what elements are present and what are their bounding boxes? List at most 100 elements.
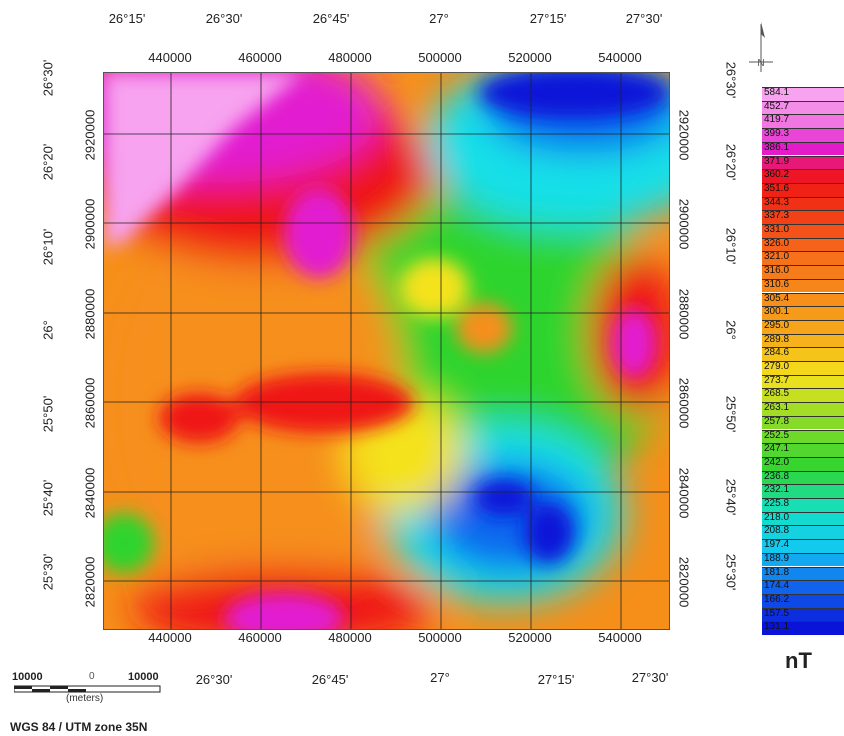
left-northing-label: 2820000 (82, 556, 98, 608)
legend-swatch (762, 265, 844, 279)
legend-swatch (762, 361, 844, 375)
right-latitude-label: 25°50' (723, 395, 739, 433)
top-longitude-label: 26°45' (312, 11, 350, 26)
right-northing-label: 2860000 (676, 377, 692, 429)
legend-value-label: 263.1 (764, 402, 790, 414)
scale-right-label: 10000 (128, 671, 159, 683)
bottom-easting-label: 540000 (598, 630, 642, 645)
legend-swatch (762, 456, 844, 471)
legend-swatch (762, 100, 844, 115)
left-northing-label: 2880000 (82, 288, 98, 340)
legend-swatch (762, 182, 844, 197)
legend-value-label: 232.1 (764, 484, 790, 496)
bottom-longitude-label: 26°45' (311, 672, 349, 687)
legend-swatch (762, 292, 844, 307)
detail-layer (104, 73, 669, 629)
legend-swatch (762, 374, 844, 389)
legend-swatch (762, 224, 844, 238)
right-latitude-label: 25°40' (723, 478, 739, 516)
legend-value-label: 344.3 (764, 196, 790, 208)
legend-value-label: 386.1 (764, 141, 790, 153)
left-latitude-label: 25°50' (40, 395, 56, 433)
north-arrow-icon: N (749, 22, 773, 72)
legend-value-label: 360.2 (764, 169, 790, 181)
right-latitude-label: 26° (723, 320, 739, 340)
right-northing-label: 2900000 (676, 198, 692, 250)
right-northing-label: 2840000 (676, 467, 692, 519)
map-grid (104, 73, 669, 629)
legend-swatch (762, 566, 844, 581)
legend-swatch (762, 429, 844, 444)
legend-value-label: 166.2 (764, 593, 790, 605)
legend-value-label: 273.7 (764, 374, 790, 386)
legend-swatch (762, 128, 844, 142)
legend-swatch (762, 333, 844, 348)
scale-left-label: 10000 (12, 671, 43, 683)
legend-value-label: 174.4 (764, 580, 790, 592)
legend-swatch (762, 525, 844, 540)
legend-swatch (762, 319, 844, 334)
left-northing-label: 2900000 (82, 198, 98, 250)
legend-value-label: 236.8 (764, 470, 790, 482)
legend-unit: nT (785, 648, 812, 673)
left-northing-label: 2920000 (82, 109, 98, 161)
legend-swatch (762, 484, 844, 498)
legend-swatch (762, 402, 844, 416)
legend-value-label: 584.1 (764, 87, 790, 98)
scale-zero-label: 0 (89, 671, 95, 682)
legend-swatch (762, 237, 844, 252)
legend-value-label: 321.0 (764, 251, 790, 263)
top-easting-label: 540000 (598, 50, 642, 65)
bottom-easting-label: 520000 (508, 630, 552, 645)
legend-swatch (762, 251, 844, 266)
right-northing-label: 2820000 (676, 556, 692, 608)
legend-value-label: 326.0 (764, 237, 790, 249)
left-latitude-label: 25°40' (40, 479, 56, 517)
legend-value-label: 247.1 (764, 443, 790, 455)
legend-swatch (762, 196, 844, 211)
legend-value-label: 331.0 (764, 224, 790, 235)
legend-value-label: 300.1 (764, 306, 790, 318)
bottom-longitude-label: 27°15' (537, 672, 575, 687)
bottom-easting-label: 440000 (148, 630, 192, 645)
legend-swatch (762, 278, 844, 293)
right-northing-label: 2880000 (676, 288, 692, 340)
bottom-longitude-label: 27°30' (631, 670, 669, 685)
legend-swatch (762, 607, 844, 622)
field-layer (104, 73, 669, 629)
legend-value-label: 257.8 (764, 415, 790, 427)
legend-value-label: 218.0 (764, 511, 790, 523)
legend-value-label: 316.0 (764, 265, 790, 277)
scale-bar-graphic (14, 685, 161, 693)
top-easting-label: 520000 (508, 50, 552, 65)
legend-value-label: 181.8 (764, 566, 790, 578)
legend-swatch (762, 511, 844, 526)
scale-unit-label: (meters) (66, 693, 104, 704)
top-easting-label: 500000 (418, 50, 462, 65)
legend-value-label: 252.5 (764, 429, 790, 441)
legend-swatch (762, 169, 844, 183)
legend-value-label: 399.3 (764, 128, 790, 140)
legend-swatch (762, 443, 844, 457)
top-longitude-label: 27° (429, 11, 449, 26)
legend-swatch (762, 593, 844, 608)
left-latitude-label: 26°20' (40, 143, 56, 181)
legend-swatch (762, 539, 844, 553)
legend-value-label: 225.8 (764, 498, 790, 509)
bottom-longitude-label: 27° (430, 670, 450, 685)
legend-value-label: 371.9 (764, 155, 790, 167)
right-latitude-label: 26°20' (723, 143, 739, 181)
legend-swatch (762, 347, 844, 361)
legend-swatch (762, 306, 844, 320)
legend-value-label: 197.4 (764, 539, 790, 551)
bottom-easting-label: 500000 (418, 630, 462, 645)
legend-swatch (762, 210, 844, 224)
legend-value-label: 289.8 (764, 333, 790, 345)
top-longitude-label: 27°15' (529, 11, 567, 26)
color-legend: 584.1 452.7 419.7 399.3 386.1 371.9 360.2 351.6… (762, 87, 844, 635)
right-northing-label: 2920000 (676, 109, 692, 161)
legend-value-label: 284.6 (764, 347, 790, 359)
legend-value-label: 157.5 (764, 607, 790, 619)
legend-swatch (762, 415, 844, 430)
legend-swatch (762, 580, 844, 594)
